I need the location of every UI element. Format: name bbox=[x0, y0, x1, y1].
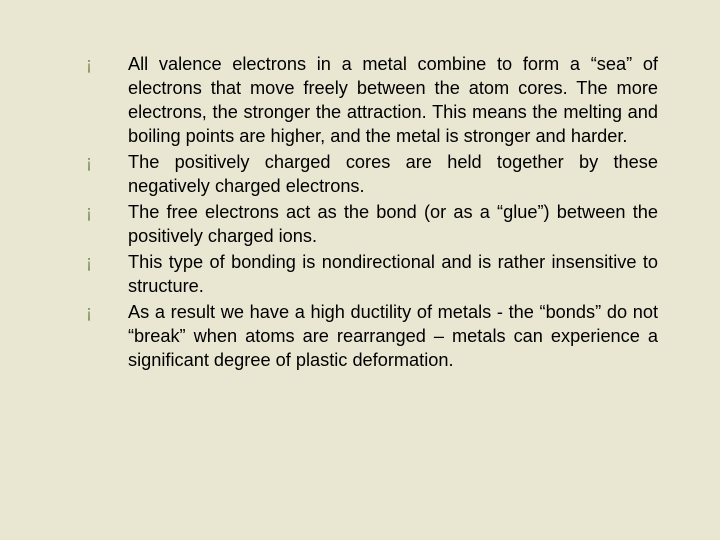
slide: ¡ All valence electrons in a metal combi… bbox=[0, 0, 720, 540]
bullet-icon: ¡ bbox=[86, 53, 92, 77]
bullet-list: ¡ All valence electrons in a metal combi… bbox=[86, 52, 658, 372]
list-item-text: All valence electrons in a metal combine… bbox=[128, 54, 658, 146]
list-item: ¡ The free electrons act as the bond (or… bbox=[86, 200, 658, 248]
bullet-icon: ¡ bbox=[86, 151, 92, 175]
list-item: ¡ As a result we have a high ductility o… bbox=[86, 300, 658, 372]
bullet-icon: ¡ bbox=[86, 251, 92, 275]
bullet-icon: ¡ bbox=[86, 201, 92, 225]
list-item-text: The free electrons act as the bond (or a… bbox=[128, 202, 658, 246]
list-item-text: This type of bonding is nondirectional a… bbox=[128, 252, 658, 296]
bullet-icon: ¡ bbox=[86, 301, 92, 325]
list-item-text: The positively charged cores are held to… bbox=[128, 152, 658, 196]
list-item: ¡ The positively charged cores are held … bbox=[86, 150, 658, 198]
list-item: ¡ All valence electrons in a metal combi… bbox=[86, 52, 658, 148]
list-item-text: As a result we have a high ductility of … bbox=[128, 302, 658, 370]
list-item: ¡ This type of bonding is nondirectional… bbox=[86, 250, 658, 298]
